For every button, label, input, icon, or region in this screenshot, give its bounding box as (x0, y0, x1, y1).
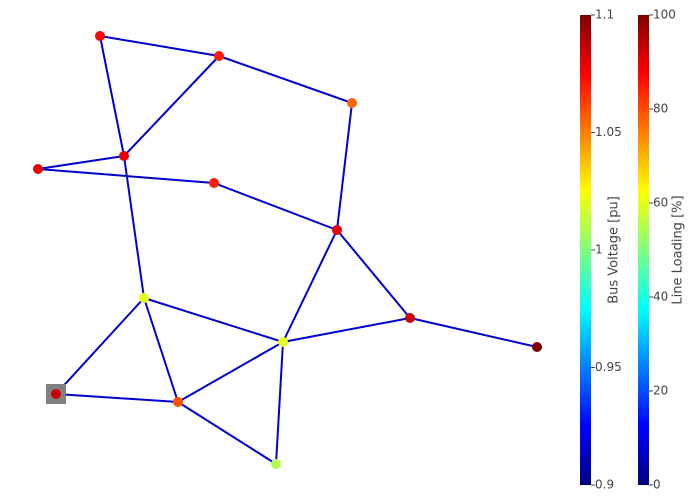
line (143, 297, 284, 343)
line (55, 393, 179, 403)
colorbar-tick-label: 100 (653, 8, 676, 22)
colorbar-tick-label: 0.9 (595, 478, 614, 492)
colorbar-tick-label: 40 (653, 290, 668, 304)
bus (95, 31, 105, 41)
bus (532, 342, 542, 352)
colorbar-tick-label: 60 (653, 196, 668, 210)
bus (33, 164, 43, 174)
line (123, 155, 145, 299)
bus (209, 178, 219, 188)
line (282, 317, 411, 343)
line (275, 341, 284, 465)
line (99, 35, 220, 57)
bus (332, 225, 342, 235)
lines (37, 35, 538, 465)
line (213, 182, 338, 231)
colorbar-tick-label: 1 (595, 243, 603, 257)
buses (33, 31, 542, 469)
bus (139, 293, 149, 303)
colorbar-tick-label: 0 (653, 478, 661, 492)
line (55, 297, 145, 395)
line (218, 55, 353, 104)
bus (278, 337, 288, 347)
colorbar-title: Line Loading [%] (671, 195, 686, 304)
colorbar-tick-label: 0.95 (595, 360, 622, 374)
line (143, 297, 179, 403)
colorbar-tick-label: 80 (653, 102, 668, 116)
colorbar-tick-label: 1.05 (595, 125, 622, 139)
bus (271, 459, 281, 469)
loading-colorbar (638, 15, 649, 485)
bus (173, 397, 183, 407)
bus (214, 51, 224, 61)
line (409, 317, 538, 348)
line (123, 55, 220, 157)
line (177, 341, 284, 403)
line (177, 401, 277, 465)
line (282, 229, 338, 343)
colorbar-title: Bus Voltage [pu] (607, 196, 622, 304)
line (336, 229, 411, 319)
colorbar-tick-label: 1.1 (595, 8, 614, 22)
bus (51, 389, 61, 399)
bus (119, 151, 129, 161)
bus (405, 313, 415, 323)
bus (347, 98, 357, 108)
line (336, 102, 353, 231)
voltage-colorbar (580, 15, 591, 485)
line (99, 35, 125, 157)
colorbar-tick-label: 20 (653, 384, 668, 398)
line (37, 155, 125, 170)
